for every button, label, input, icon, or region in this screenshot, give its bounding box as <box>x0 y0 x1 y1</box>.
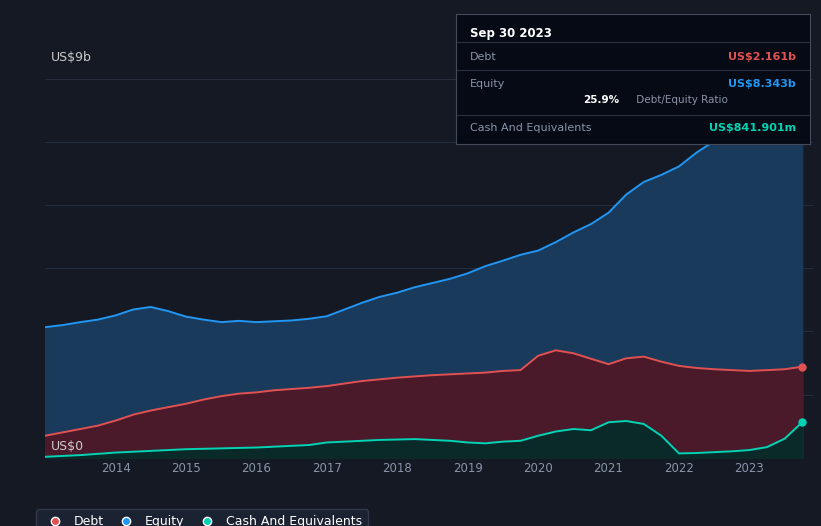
Text: US$9b: US$9b <box>51 50 92 64</box>
Text: Debt: Debt <box>470 52 497 62</box>
Text: Sep 30 2023: Sep 30 2023 <box>470 27 552 40</box>
Text: US$841.901m: US$841.901m <box>709 124 796 134</box>
Legend: Debt, Equity, Cash And Equivalents: Debt, Equity, Cash And Equivalents <box>36 509 368 526</box>
Text: Equity: Equity <box>470 79 505 89</box>
Text: 25.9%: 25.9% <box>584 95 620 105</box>
Text: US$2.161b: US$2.161b <box>728 52 796 62</box>
Text: Debt/Equity Ratio: Debt/Equity Ratio <box>633 95 728 105</box>
Text: US$8.343b: US$8.343b <box>728 79 796 89</box>
Text: US$0: US$0 <box>51 440 85 453</box>
Text: Cash And Equivalents: Cash And Equivalents <box>470 124 591 134</box>
